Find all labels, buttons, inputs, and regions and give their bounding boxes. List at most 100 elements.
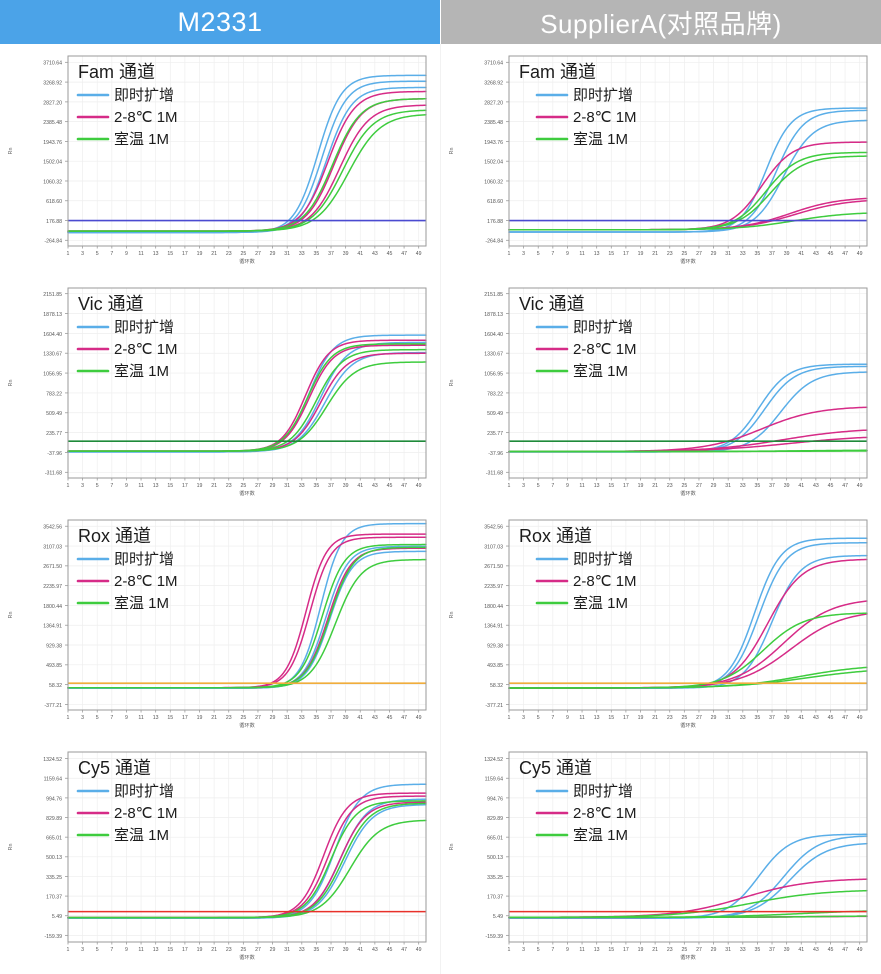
y-axis-title: Rn [449,612,455,619]
panel-header-row: M2331 SupplierA(对照品牌) [0,0,881,44]
chart-suppliera-cy5: 1324.52 1159.64 994.76 829.89 665.01 500.13 33… [441,740,881,972]
x-tick-label: 15 [167,251,173,257]
chart-suppliera-vic: 2151.85 1878.13 1604.40 1330.67 1056.95 783.2… [441,276,881,508]
x-tick-label: 7 [551,715,554,721]
y-tick-label: 1800.44 [43,604,62,610]
y-axis-title: Rn [8,148,14,155]
legend-label-cold: 2-8℃ 1M [573,341,637,358]
x-tick-label: 5 [537,947,540,953]
x-tick-label: 45 [828,947,834,953]
column-m2331: 3710.64 3268.92 2827.20 2385.48 1943.76 1502.… [0,44,440,974]
x-tick-label: 43 [372,251,378,257]
legend-label-instant: 即时扩增 [573,87,633,104]
x-tick-label: 37 [328,715,334,721]
x-tick-label: 41 [357,251,363,257]
x-tick-label: 43 [372,715,378,721]
x-tick-label: 27 [255,483,261,489]
x-tick-label: 33 [299,483,305,489]
y-tick-label: 783.22 [46,391,62,397]
curve-group [67,522,427,689]
chart-title: Rox 通道 [78,526,151,546]
x-axis-title: 循环数 [239,953,255,961]
x-tick-label: 31 [725,251,731,257]
legend-label-room: 室温 1M [114,131,169,148]
x-tick-label: 3 [81,715,84,721]
x-tick-label: 29 [270,251,276,257]
x-tick-label: 11 [579,483,584,489]
x-tick-label: 35 [314,715,320,721]
legend-label-cold: 2-8℃ 1M [573,573,637,590]
y-tick-label: -37.96 [47,451,62,457]
y-tick-label: 2235.97 [484,584,503,590]
x-tick-label: 1 [67,483,70,489]
y-tick-label: -377.21 [44,703,62,709]
x-tick-label: 25 [240,715,246,721]
x-tick-label: 7 [551,947,554,953]
x-tick-label: 27 [255,947,261,953]
legend-label-room: 室温 1M [573,827,628,844]
x-tick-label: 31 [725,483,731,489]
x-tick-label: 25 [240,483,246,489]
x-tick-label: 39 [784,715,790,721]
y-tick-label: 2235.97 [43,584,62,590]
x-tick-label: 5 [537,483,540,489]
y-axis-title: Rn [449,844,455,851]
x-tick-label: 33 [299,251,305,257]
x-tick-label: 49 [416,947,422,953]
x-tick-label: 45 [387,715,393,721]
legend-label-instant: 即时扩增 [573,319,633,336]
y-tick-label: 500.13 [487,855,503,861]
y-tick-label: 994.76 [46,796,62,802]
x-tick-label: 17 [182,715,188,721]
x-tick-label: 39 [784,947,790,953]
x-tick-label: 25 [681,483,687,489]
x-tick-label: 19 [638,251,644,257]
x-tick-label: 13 [153,251,159,257]
y-tick-label: 994.76 [487,796,503,802]
column-supplier-a: 3710.64 3268.92 2827.20 2385.48 1943.76 1502.… [441,44,881,974]
y-tick-label: 3107.03 [484,544,503,550]
chart-columns: 3710.64 3268.92 2827.20 2385.48 1943.76 1502.… [0,44,881,974]
x-tick-label: 47 [842,251,848,257]
column-divider [440,44,441,974]
x-tick-label: 11 [138,251,143,257]
x-tick-label: 17 [182,251,188,257]
y-tick-label: 235.77 [46,431,62,437]
y-tick-label: -159.39 [44,934,62,940]
y-tick-label: 509.49 [487,411,503,417]
x-tick-label: 47 [842,715,848,721]
x-tick-label: 21 [211,483,217,489]
x-tick-label: 19 [197,483,203,489]
y-tick-label: 500.13 [46,855,62,861]
chart-title: Fam 通道 [519,62,596,82]
y-tick-label: 1878.13 [43,312,62,318]
y-tick-label: 1943.76 [484,140,503,146]
x-tick-label: 41 [357,483,363,489]
chart-title: Cy5 通道 [519,758,592,778]
legend-label-room: 室温 1M [573,131,628,148]
x-tick-label: 13 [153,483,159,489]
y-tick-label: 235.77 [487,431,503,437]
y-tick-label: 1604.40 [43,332,62,338]
y-tick-label: 3268.92 [43,81,62,87]
x-tick-label: 23 [667,715,673,721]
x-tick-label: 49 [416,483,422,489]
x-tick-label: 5 [96,715,99,721]
x-tick-label: 21 [211,715,217,721]
x-tick-label: 19 [638,947,644,953]
y-tick-label: 1364.91 [43,624,62,630]
x-tick-label: 11 [579,715,584,721]
legend-label-instant: 即时扩增 [573,783,633,800]
y-tick-label: -37.96 [488,451,503,457]
y-tick-label: 3710.64 [484,61,503,67]
x-tick-label: 3 [522,251,525,257]
x-tick-label: 41 [798,715,804,721]
x-tick-label: 33 [740,947,746,953]
x-tick-label: 31 [284,947,290,953]
x-tick-label: 43 [372,947,378,953]
y-axis-title: Rn [8,612,14,619]
x-tick-label: 39 [784,483,790,489]
curve-instant [67,86,427,234]
legend-label-cold: 2-8℃ 1M [114,573,178,590]
x-tick-label: 25 [240,251,246,257]
